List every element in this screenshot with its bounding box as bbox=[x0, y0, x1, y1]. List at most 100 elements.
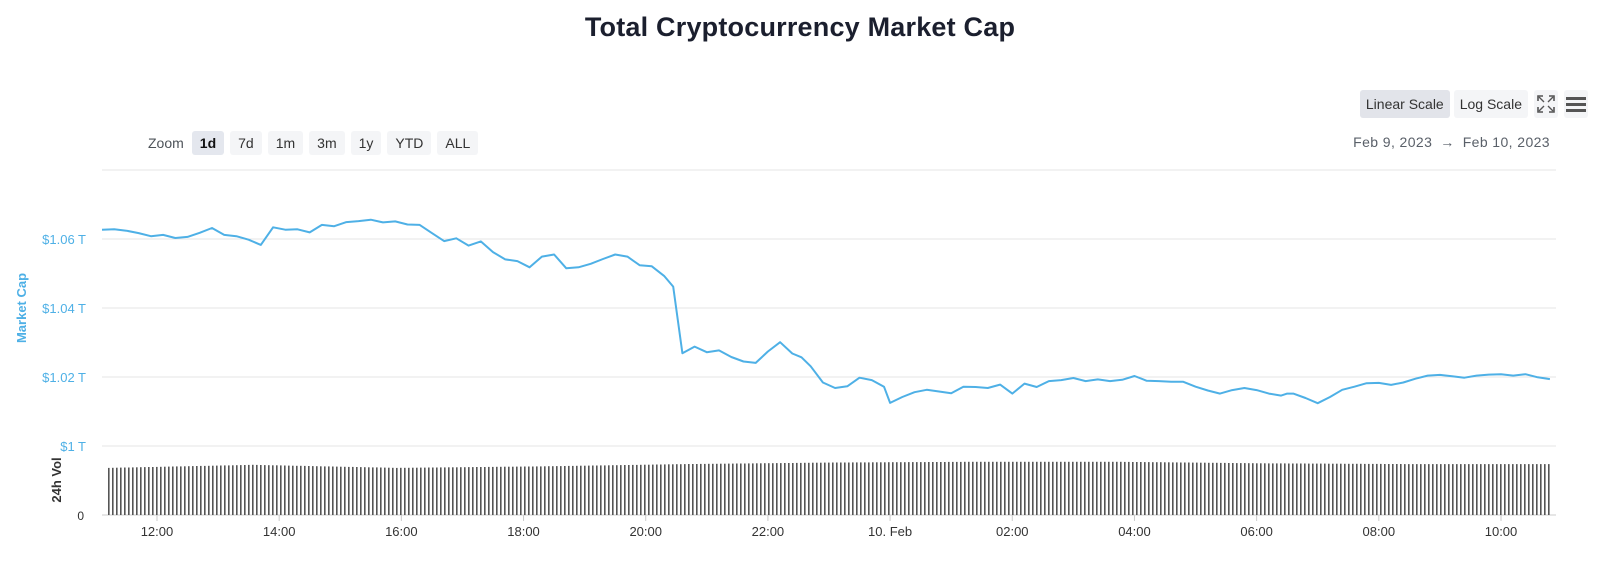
y-tick-label: $1 T bbox=[60, 439, 86, 454]
volume-bar bbox=[1284, 463, 1286, 515]
volume-bar bbox=[756, 463, 758, 515]
volume-bar bbox=[164, 466, 166, 515]
zoom-all-button[interactable]: ALL bbox=[437, 131, 479, 155]
volume-bar bbox=[692, 464, 694, 515]
volume-bar bbox=[456, 467, 458, 515]
volume-bar bbox=[856, 462, 858, 515]
volume-bar bbox=[1440, 464, 1442, 515]
volume-bar bbox=[352, 466, 354, 515]
volume-bar bbox=[868, 462, 870, 515]
volume-bar bbox=[1324, 463, 1326, 515]
menu-icon[interactable] bbox=[1564, 90, 1588, 118]
volume-bar bbox=[740, 463, 742, 515]
volume-bar bbox=[1024, 461, 1026, 515]
volume-bar bbox=[716, 463, 718, 515]
volume-bar bbox=[592, 465, 594, 515]
volume-bar bbox=[204, 465, 206, 515]
market-cap-line[interactable] bbox=[101, 218, 1551, 405]
volume-bar bbox=[928, 462, 930, 515]
zoom-3m-button[interactable]: 3m bbox=[309, 131, 345, 155]
volume-bar bbox=[812, 462, 814, 515]
volume-bar bbox=[996, 461, 998, 515]
volume-bar bbox=[120, 467, 122, 515]
volume-bar bbox=[1540, 464, 1542, 515]
volume-bar bbox=[440, 467, 442, 515]
volume-axis-title: 24h Vol bbox=[49, 457, 64, 502]
volume-bar bbox=[760, 463, 762, 515]
volume-bar bbox=[188, 466, 190, 515]
volume-bar bbox=[416, 467, 418, 515]
volume-bar bbox=[648, 464, 650, 515]
volume-bar bbox=[1092, 461, 1094, 515]
volume-bar bbox=[1204, 462, 1206, 515]
zoom-1y-button[interactable]: 1y bbox=[350, 131, 382, 155]
volume-bar bbox=[984, 461, 986, 515]
volume-bar bbox=[752, 463, 754, 515]
date-range-to[interactable]: Feb 10, 2023 bbox=[1462, 134, 1550, 150]
volume-bar bbox=[792, 463, 794, 515]
volume-bar bbox=[1048, 461, 1050, 515]
volume-bar bbox=[276, 465, 278, 515]
volume-bar bbox=[1136, 462, 1138, 515]
volume-bar bbox=[1512, 464, 1514, 515]
zoom-7d-button[interactable]: 7d bbox=[230, 131, 262, 155]
volume-bar bbox=[908, 462, 910, 515]
volume-bar bbox=[564, 466, 566, 515]
volume-bars bbox=[108, 461, 1550, 515]
volume-bar bbox=[872, 462, 874, 515]
volume-bar bbox=[1012, 461, 1014, 515]
volume-bar bbox=[1468, 464, 1470, 515]
volume-bar bbox=[216, 465, 218, 515]
volume-bar bbox=[1280, 463, 1282, 515]
volume-bar bbox=[940, 462, 942, 515]
volume-bar bbox=[1508, 464, 1510, 515]
volume-bar bbox=[1152, 462, 1154, 515]
volume-bar bbox=[936, 462, 938, 515]
volume-bar bbox=[676, 464, 678, 515]
volume-bar bbox=[348, 466, 350, 515]
linear-scale-button[interactable]: Linear Scale bbox=[1359, 90, 1450, 118]
x-tick-label: 06:00 bbox=[1240, 524, 1273, 539]
volume-bar bbox=[804, 462, 806, 515]
date-range-from[interactable]: Feb 9, 2023 bbox=[1353, 134, 1433, 150]
fullscreen-icon[interactable] bbox=[1534, 90, 1558, 118]
volume-bar bbox=[1408, 464, 1410, 515]
volume-bar bbox=[652, 464, 654, 515]
volume-bar bbox=[580, 465, 582, 515]
volume-bar bbox=[496, 466, 498, 515]
volume-bar bbox=[144, 467, 146, 515]
volume-bar bbox=[896, 462, 898, 515]
volume-bar bbox=[172, 466, 174, 515]
volume-bar bbox=[1384, 464, 1386, 515]
volume-bar bbox=[424, 467, 426, 515]
volume-bar bbox=[644, 464, 646, 515]
volume-bar bbox=[392, 467, 394, 515]
volume-bar bbox=[1548, 464, 1550, 515]
volume-bar bbox=[432, 467, 434, 515]
volume-bar bbox=[540, 466, 542, 515]
zoom-1d-button[interactable]: 1d bbox=[191, 131, 225, 155]
volume-bar bbox=[1328, 463, 1330, 515]
volume-bar bbox=[324, 466, 326, 515]
volume-bar bbox=[252, 464, 254, 515]
y-axis-labels: $1 T $1.02 T $1.04 T $1.06 T bbox=[42, 232, 86, 454]
log-scale-button[interactable]: Log Scale bbox=[1453, 90, 1528, 118]
volume-bar bbox=[952, 461, 954, 515]
volume-bar bbox=[612, 465, 614, 515]
volume-bar bbox=[964, 461, 966, 515]
volume-bar bbox=[608, 465, 610, 515]
volume-bar bbox=[840, 462, 842, 515]
zoom-ytd-button[interactable]: YTD bbox=[387, 131, 432, 155]
volume-bar bbox=[1232, 463, 1234, 515]
volume-bar bbox=[200, 465, 202, 515]
volume-bar bbox=[1140, 462, 1142, 515]
volume-bar bbox=[1064, 461, 1066, 515]
volume-bar bbox=[340, 466, 342, 515]
volume-bar bbox=[1060, 461, 1062, 515]
volume-bar bbox=[244, 465, 246, 515]
volume-bar bbox=[516, 466, 518, 515]
volume-bar bbox=[1464, 464, 1466, 515]
zoom-1m-button[interactable]: 1m bbox=[267, 131, 304, 155]
volume-bar bbox=[1076, 461, 1078, 515]
